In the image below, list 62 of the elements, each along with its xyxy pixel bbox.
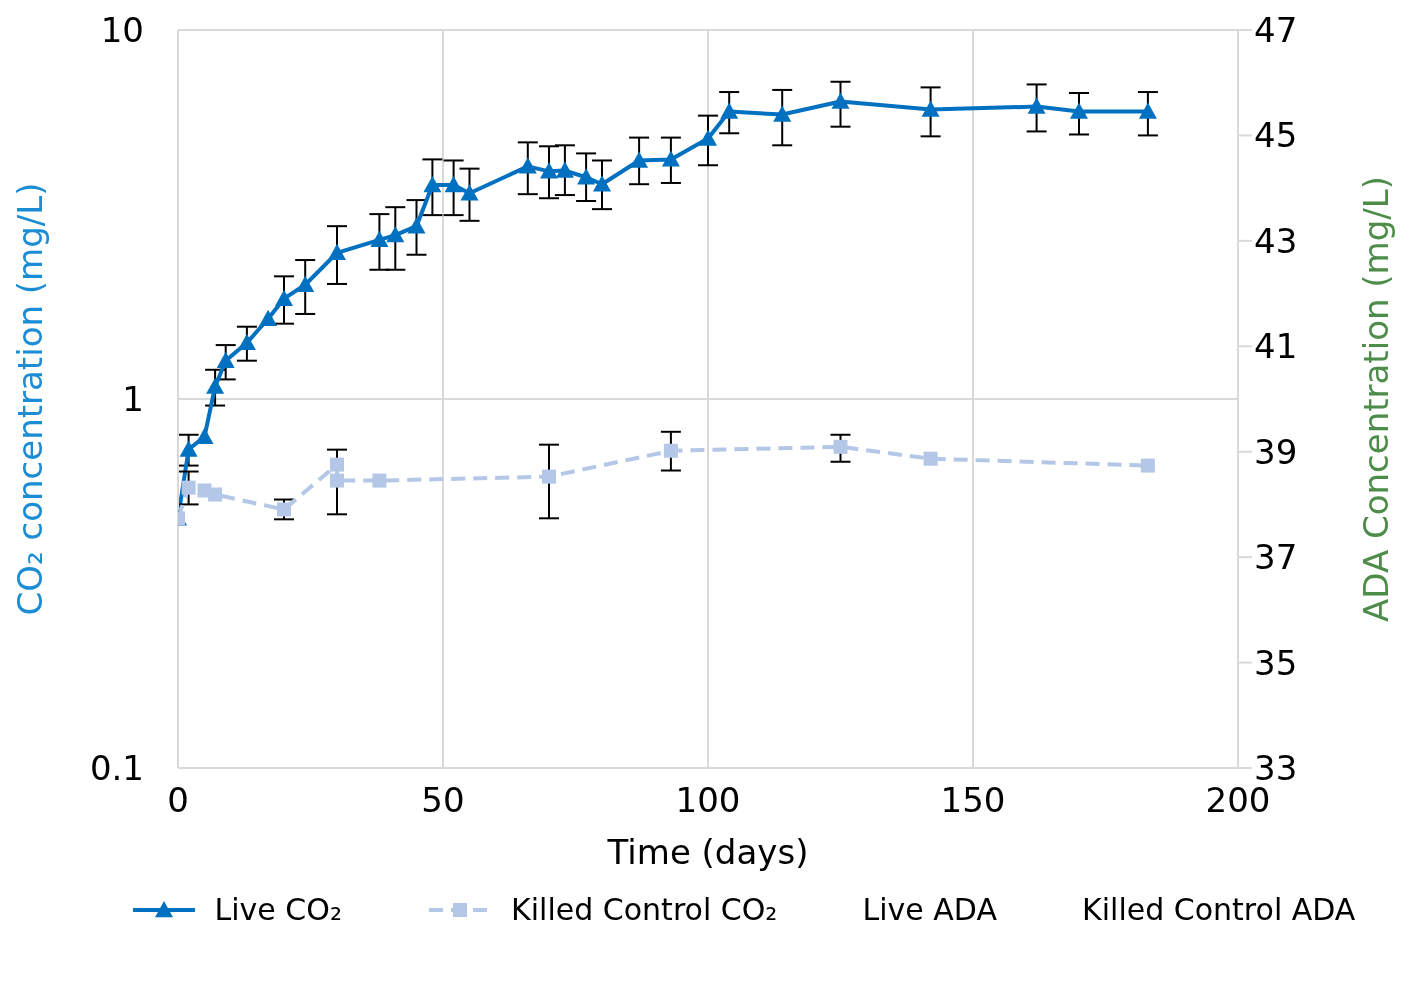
point [208,487,223,502]
y2-axis-title: ADA Concentration (mg/L) [1356,176,1397,622]
point [328,243,346,260]
y2-tick-label: 35 [1254,642,1298,683]
point [540,162,558,179]
y2-tick-label: 43 [1254,220,1298,261]
point [663,443,678,458]
point [699,129,717,146]
point [407,217,426,234]
point [833,439,848,454]
x-tick-label: 0 [167,780,189,821]
y2-tick-label: 39 [1254,431,1298,472]
point [179,440,198,457]
point [181,480,196,495]
y2-tick-label: 47 [1254,10,1298,51]
point [577,168,596,185]
point [423,176,442,193]
x-tick-label: 50 [421,780,465,821]
y-tick-label: 1 [122,379,144,420]
text: Killed Control ADA [1082,892,1356,927]
point [259,309,278,326]
y-tick-label: 0.1 [89,748,144,789]
point [1027,97,1046,114]
y-axis-title: CO₂ concentration (mg/L) [10,182,51,616]
point [555,161,574,178]
point [720,102,739,119]
point [593,175,611,192]
point [372,473,387,488]
point [923,451,938,466]
y2-tick-label: 45 [1254,115,1298,156]
point [1138,102,1157,119]
point [773,105,792,122]
point [275,289,293,306]
point [370,230,389,248]
y2-tick-label: 41 [1254,326,1298,367]
point [460,184,479,201]
point [921,100,940,117]
y2-tick-label: 37 [1254,537,1298,578]
point [518,157,537,174]
point [216,351,235,368]
point [330,473,344,488]
point [1140,458,1155,473]
point [1070,102,1088,119]
point [831,92,850,109]
point [630,151,649,168]
point [206,377,225,394]
point [195,427,214,444]
legend-label: Live CO₂ [214,892,342,927]
point [330,457,344,472]
legend-label: Killed Control CO₂ [511,892,778,927]
point [386,226,405,243]
point [444,176,463,193]
point [661,150,680,167]
x-tick-label: 200 [1205,780,1271,821]
x-tick-label: 150 [940,780,1006,821]
text: Live ADA [862,892,997,927]
point [237,333,256,351]
point [542,469,556,484]
y-tick-label: 10 [100,10,144,51]
x-axis-title: Time (days) [606,832,809,872]
point [296,275,315,292]
x-tick-label: 100 [675,780,741,821]
